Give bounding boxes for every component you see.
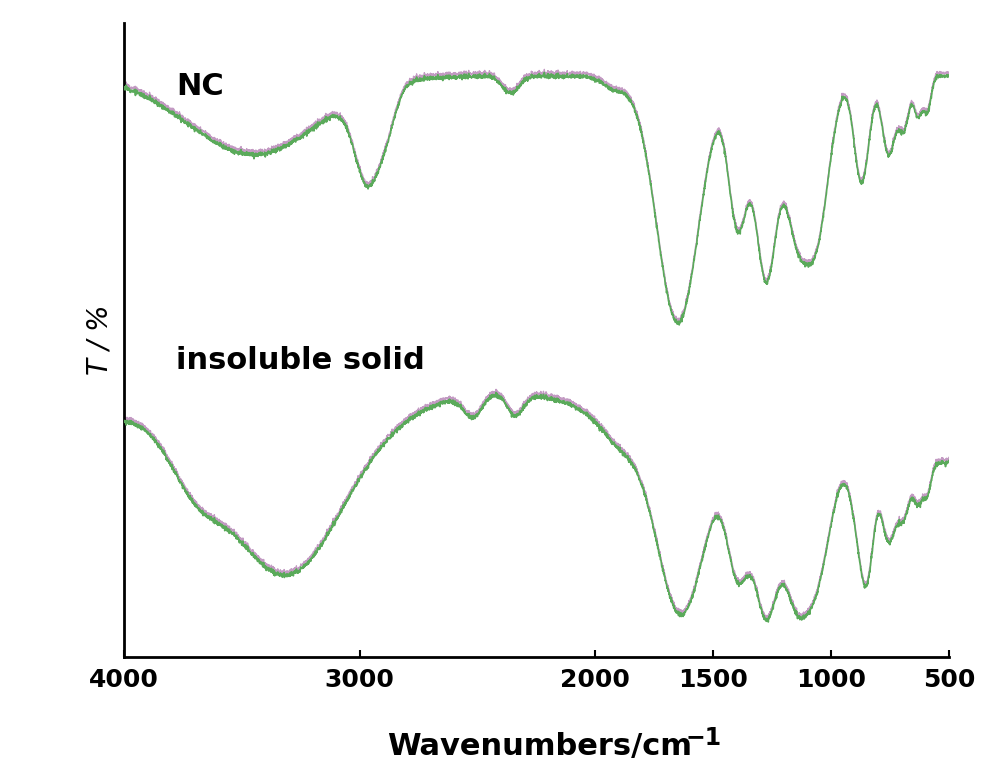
Text: NC: NC bbox=[176, 72, 224, 102]
Text: Wavenumbers/cm: Wavenumbers/cm bbox=[388, 732, 692, 761]
Text: insoluble solid: insoluble solid bbox=[176, 346, 425, 375]
Y-axis label: T / %: T / % bbox=[85, 305, 113, 375]
Text: −1: −1 bbox=[685, 726, 721, 750]
